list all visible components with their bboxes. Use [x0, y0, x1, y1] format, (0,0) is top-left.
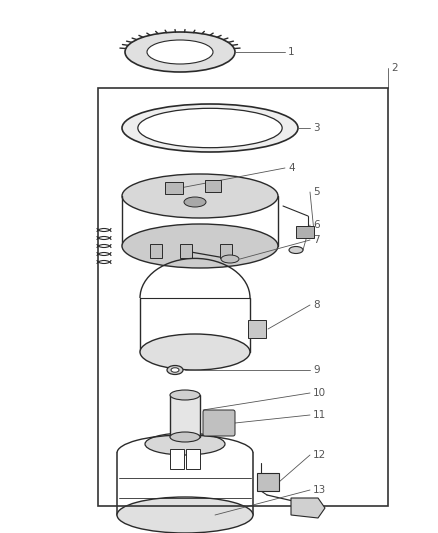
Text: 3: 3 [313, 123, 320, 133]
Ellipse shape [221, 255, 239, 263]
Bar [170, 449, 184, 469]
Bar [180, 244, 192, 258]
Bar [186, 449, 200, 469]
Ellipse shape [122, 104, 298, 152]
Ellipse shape [117, 497, 253, 533]
Bar [170, 395, 200, 437]
Ellipse shape [125, 32, 235, 72]
Ellipse shape [122, 174, 278, 218]
Text: 8: 8 [313, 300, 320, 310]
Text: 13: 13 [313, 485, 326, 495]
Ellipse shape [122, 224, 278, 268]
Text: 7: 7 [313, 235, 320, 245]
Ellipse shape [147, 40, 213, 64]
Text: 12: 12 [313, 450, 326, 460]
Ellipse shape [170, 390, 200, 400]
Bar [98, 88, 388, 506]
Bar [257, 473, 279, 491]
Bar [205, 180, 221, 192]
Ellipse shape [140, 334, 250, 370]
Text: 1: 1 [288, 47, 295, 57]
Bar [150, 244, 162, 258]
Text: 11: 11 [313, 410, 326, 420]
Ellipse shape [184, 197, 206, 207]
Ellipse shape [138, 108, 282, 148]
Text: 2: 2 [391, 63, 398, 73]
Ellipse shape [289, 246, 303, 254]
Ellipse shape [167, 366, 183, 375]
Text: 4: 4 [288, 163, 295, 173]
Bar [248, 320, 266, 338]
Bar [220, 244, 232, 258]
Ellipse shape [170, 432, 200, 442]
Text: 5: 5 [313, 187, 320, 197]
Polygon shape [291, 498, 325, 518]
Ellipse shape [171, 368, 179, 372]
Text: 9: 9 [313, 365, 320, 375]
Text: 10: 10 [313, 388, 326, 398]
Bar [296, 226, 314, 238]
FancyBboxPatch shape [203, 410, 235, 436]
Ellipse shape [145, 433, 225, 455]
Text: 6: 6 [313, 220, 320, 230]
Bar [165, 182, 183, 194]
